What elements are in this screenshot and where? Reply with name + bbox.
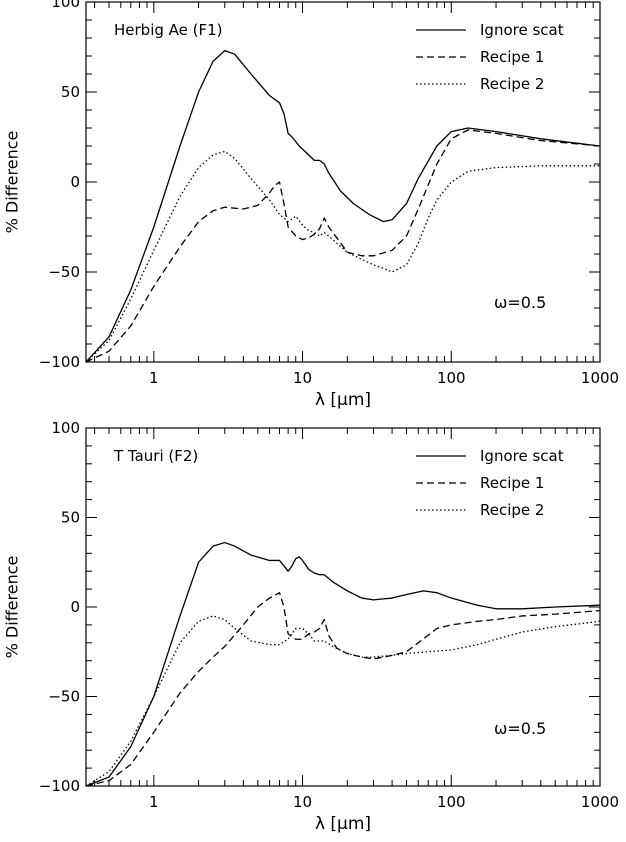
y-tick-label: 100 <box>51 419 80 437</box>
series-line-recipe-1 <box>86 592 600 786</box>
legend-label-recipe-2: Recipe 2 <box>480 75 544 93</box>
legend-label-recipe-1: Recipe 1 <box>480 48 544 66</box>
x-tick-label: 100 <box>437 369 466 387</box>
legend-label-recipe-2: Recipe 2 <box>480 501 544 519</box>
y-tick-label: −100 <box>39 353 80 371</box>
series-line-ignore-scat <box>86 49 600 362</box>
series-line-recipe-1 <box>86 129 600 362</box>
y-axis-label: % Difference <box>3 556 22 659</box>
y-tick-label: 100 <box>51 0 80 11</box>
x-axis-label: λ [μm] <box>315 390 371 410</box>
axis-ticks <box>86 1 601 363</box>
series-line-recipe-2 <box>86 615 600 786</box>
y-tick-label: 0 <box>70 598 80 616</box>
y-tick-label: −100 <box>39 777 80 795</box>
panel-t-tauri: 1 10 100 1000 −100 −50 0 50 100 T Tauri (F2) ω=… <box>3 419 620 834</box>
series-line-ignore-scat <box>86 541 600 786</box>
y-tick-label: −50 <box>48 263 80 281</box>
y-tick-label: 50 <box>61 83 80 101</box>
y-tick-label: 0 <box>70 173 80 191</box>
x-tick-label: 100 <box>437 793 466 811</box>
plot-area <box>86 541 600 786</box>
x-tick-label: 1000 <box>581 793 619 811</box>
panel-annotation: T Tauri (F2) <box>113 447 198 465</box>
x-tick-label: 1 <box>149 369 159 387</box>
y-tick-label: −50 <box>48 688 80 706</box>
plot-area <box>86 49 600 362</box>
legend: Ignore scat Recipe 1 Recipe 2 <box>416 21 564 93</box>
omega-annotation: ω=0.5 <box>494 293 546 312</box>
panel-annotation: Herbig Ae (F1) <box>114 21 223 39</box>
legend-label-ignore-scat: Ignore scat <box>480 447 564 465</box>
legend-label-recipe-1: Recipe 1 <box>480 474 544 492</box>
x-axis-label: λ [μm] <box>315 814 371 834</box>
axis-ticks <box>86 427 601 787</box>
y-axis-label: % Difference <box>3 131 22 234</box>
legend: Ignore scat Recipe 1 Recipe 2 <box>416 447 564 519</box>
series-line-recipe-2 <box>86 150 600 362</box>
legend-label-ignore-scat: Ignore scat <box>480 21 564 39</box>
y-tick-label: 50 <box>61 509 80 527</box>
x-tick-label: 10 <box>293 369 312 387</box>
x-tick-labels: 1 10 100 1000 <box>149 793 619 811</box>
x-tick-label: 1 <box>149 793 159 811</box>
y-tick-labels: −100 −50 0 50 100 <box>39 0 80 371</box>
x-tick-labels: 1 10 100 1000 <box>149 369 619 387</box>
x-tick-label: 10 <box>293 793 312 811</box>
x-tick-label: 1000 <box>581 369 619 387</box>
y-tick-labels: −100 −50 0 50 100 <box>39 419 80 795</box>
omega-annotation: ω=0.5 <box>494 719 546 738</box>
